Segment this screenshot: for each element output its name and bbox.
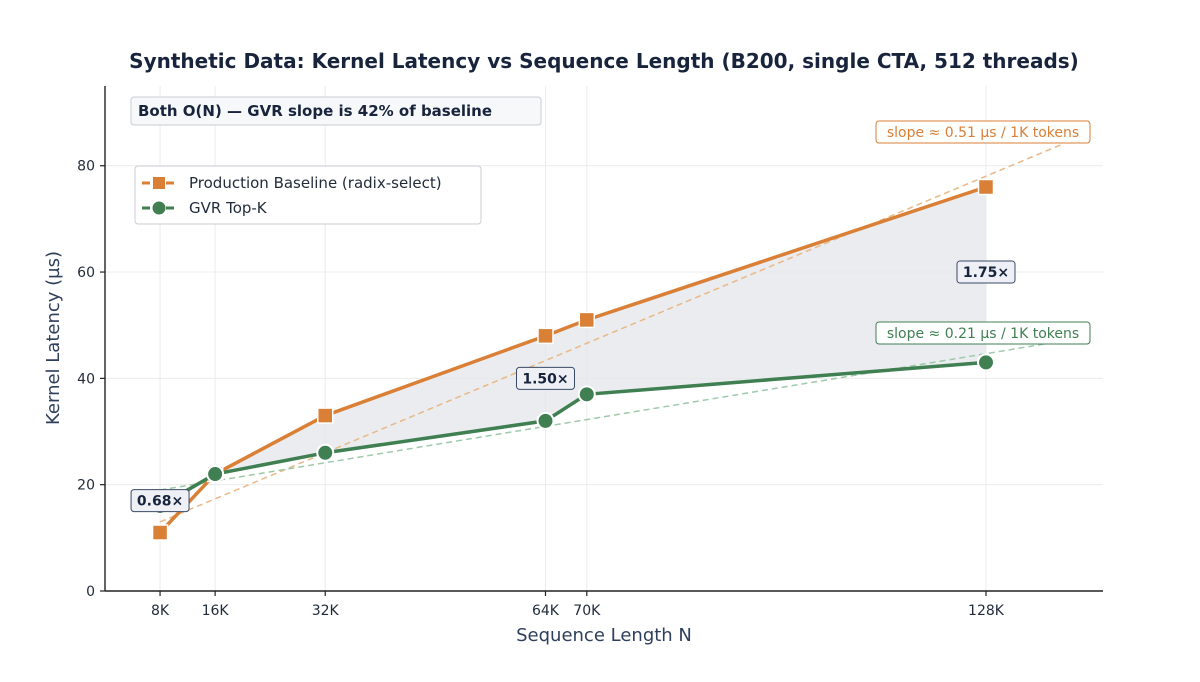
fit-lines — [159, 143, 1062, 523]
gvr-point — [206, 465, 225, 484]
speedup-box — [515, 366, 575, 390]
fit-label-baseline-text: slope ≈ 0.51 µs / 1K tokens — [887, 125, 1079, 141]
speedup-label: 1.75× — [963, 265, 1009, 281]
series-line-0 — [158, 185, 987, 534]
chart-title: Synthetic Data: Kernel Latency vs Sequen… — [129, 49, 1079, 73]
series-group — [151, 178, 995, 541]
y-axis-label: Kernel Latency (µs) — [43, 251, 64, 425]
baseline-point — [151, 524, 169, 541]
x-tick-label: 128K — [968, 603, 1005, 619]
gvr-point — [976, 353, 995, 372]
x-tick-label: 70K — [573, 603, 601, 619]
x-tick-label: 16K — [202, 603, 230, 619]
fit-line-1 — [159, 340, 1062, 491]
x-axis-label: Sequence Length N — [516, 625, 692, 646]
baseline-point — [316, 407, 334, 424]
legend-marker-baseline — [153, 177, 165, 189]
speedup-label: 0.68× — [137, 494, 183, 510]
gvr-point — [316, 443, 335, 462]
y-tick-label: 40 — [77, 371, 95, 387]
y-ticks: 0 20 40 60 80 — [77, 159, 105, 600]
series-line-1 — [159, 360, 987, 508]
speedup-labels: 0.68× 1.50× 1.75× — [130, 260, 1016, 513]
gap-fill — [215, 187, 986, 475]
fit-line-0 — [159, 143, 1062, 523]
gvr-point — [577, 385, 596, 404]
speedup-box — [956, 260, 1016, 284]
legend-marker-gvr — [152, 201, 166, 215]
y-tick-label: 60 — [77, 265, 95, 281]
baseline-point — [977, 178, 995, 196]
baseline-point — [578, 311, 596, 329]
x-tick-label: 32K — [312, 603, 340, 619]
y-tick-label: 80 — [77, 159, 95, 175]
legend-label-baseline: Production Baseline (radix-select) — [189, 174, 442, 192]
speedup-box — [130, 489, 190, 513]
baseline-point — [537, 327, 554, 345]
y-tick-label: 0 — [86, 584, 95, 600]
speedup-label: 1.50× — [522, 371, 568, 387]
note-box: Both O(N) — GVR slope is 42% of baseline — [130, 96, 542, 126]
x-ticks: 8K 16K 32K 64K 70K 128K — [151, 591, 1005, 619]
fit-label-baseline: slope ≈ 0.51 µs / 1K tokens — [875, 120, 1091, 144]
x-tick-label: 8K — [151, 603, 170, 619]
gvr-point — [536, 411, 555, 430]
fit-label-gvr: slope ≈ 0.21 µs / 1K tokens — [875, 321, 1091, 345]
note-text: Both O(N) — GVR slope is 42% of baseline — [138, 102, 492, 120]
fit-label-gvr-text: slope ≈ 0.21 µs / 1K tokens — [887, 326, 1079, 342]
y-tick-label: 20 — [77, 478, 95, 494]
legend-label-gvr: GVR Top-K — [189, 199, 268, 217]
x-tick-label: 64K — [532, 603, 560, 619]
legend: Production Baseline (radix-select) GVR T… — [134, 165, 482, 225]
